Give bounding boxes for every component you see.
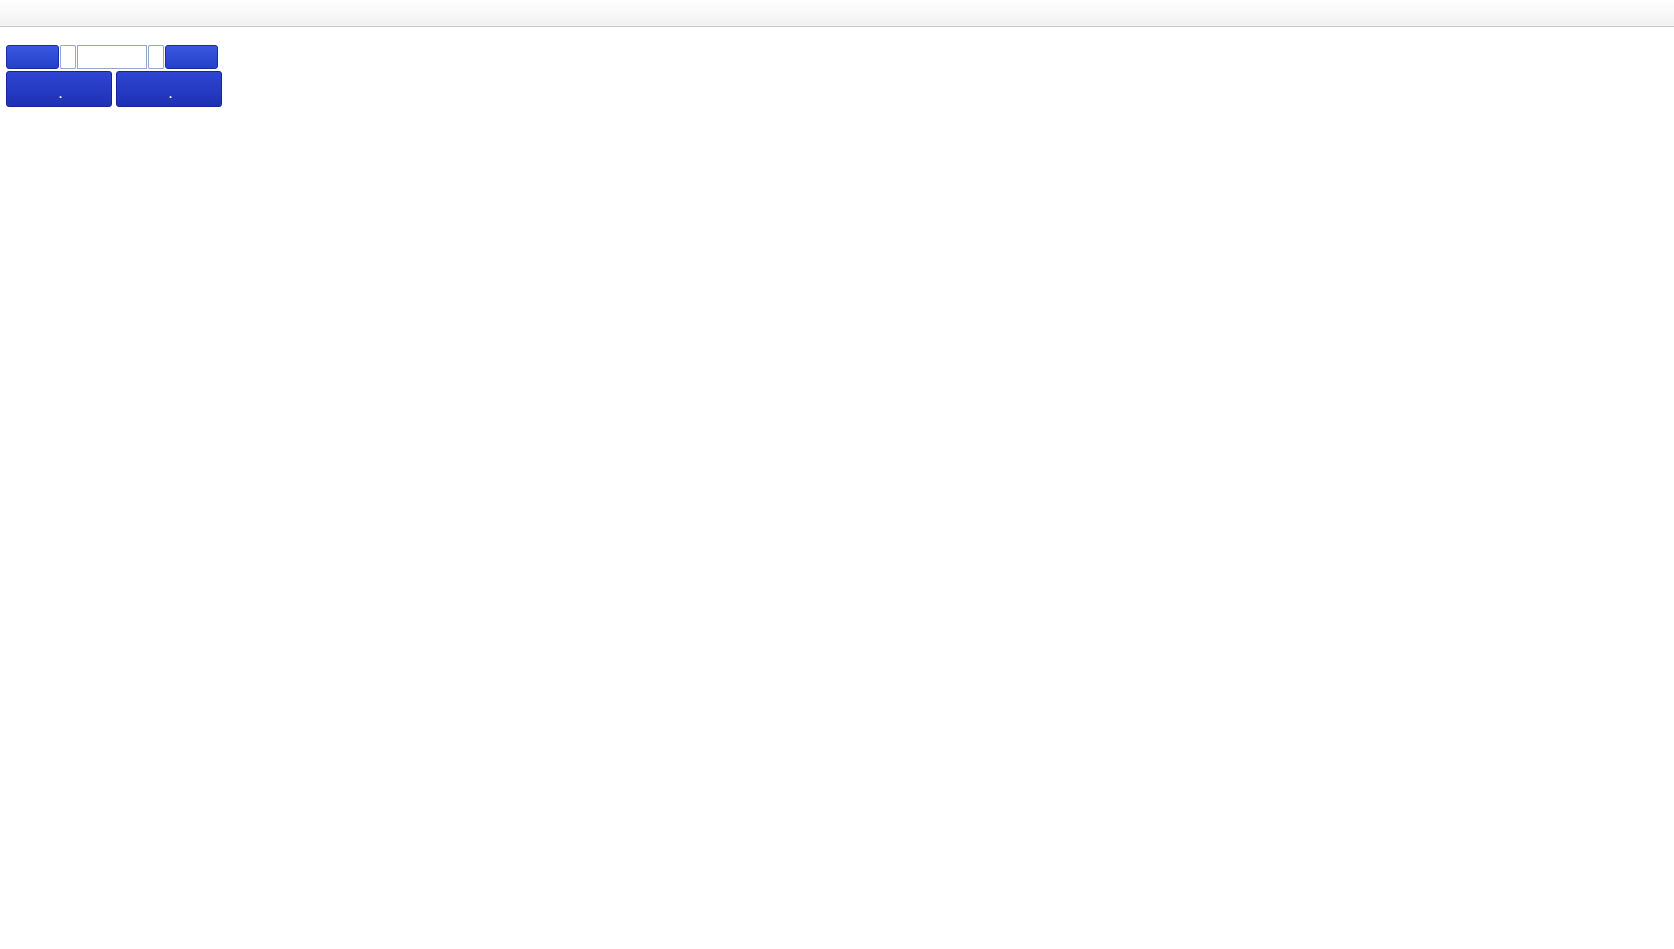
one-click-trading-panel: . . [6,45,222,107]
buy-button[interactable] [165,45,218,69]
sell-button[interactable] [6,45,59,69]
chart-title-bar [4,30,9,42]
toolbar [0,0,1674,27]
volume-decrease-button[interactable] [60,45,76,69]
toolbar-left [0,0,1668,26]
buy-price-display[interactable]: . [116,71,222,107]
volume-input[interactable] [77,45,147,69]
sell-price-dot: . [58,87,63,101]
sell-price-display[interactable]: . [6,71,112,107]
volume-increase-button[interactable] [148,45,164,69]
buy-price-dot: . [168,87,173,101]
